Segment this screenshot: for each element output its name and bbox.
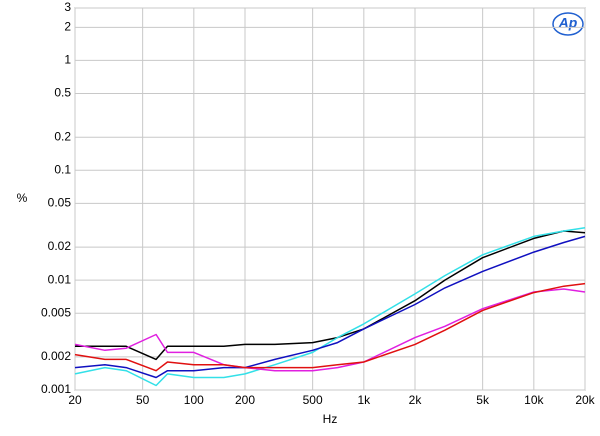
y-tick-label: 0.01 <box>48 272 72 286</box>
y-tick-label: 0.2 <box>54 129 71 143</box>
y-tick-label: 0.02 <box>48 239 72 253</box>
x-tick-label: 200 <box>235 393 255 407</box>
y-tick-label: 2 <box>64 20 71 34</box>
logo-ring <box>552 12 584 36</box>
y-tick-label: 1 <box>64 53 71 67</box>
y-tick-label: 0.001 <box>41 382 71 396</box>
y-tick-label: 0.1 <box>54 162 71 176</box>
x-tick-label: 10k <box>524 393 544 407</box>
x-tick-label: 100 <box>184 393 204 407</box>
x-tick-label: 500 <box>303 393 323 407</box>
series-line <box>74 235 586 379</box>
x-tick-label: 1k <box>357 393 371 407</box>
logo-text: Ap <box>558 15 578 31</box>
plot-frame <box>74 7 586 391</box>
x-axis-label: Hz <box>323 412 338 426</box>
y-tick-label: 3 <box>64 0 71 14</box>
logo: Ap <box>552 12 584 36</box>
series-line <box>74 226 586 387</box>
y-tick-label: 0.002 <box>41 349 71 363</box>
y-tick-label: 0.005 <box>41 305 71 319</box>
y-tick-label: 0.5 <box>54 86 71 100</box>
y-axis-label: % <box>17 191 28 205</box>
series-line <box>74 288 586 372</box>
x-tick-label: 50 <box>136 393 150 407</box>
x-tick-label: 20k <box>575 393 595 407</box>
series-line <box>74 282 586 372</box>
y-tick-label: 0.05 <box>48 196 72 210</box>
series-line <box>75 230 586 361</box>
x-tick-label: 2k <box>409 393 423 407</box>
x-tick-label: 5k <box>476 393 490 407</box>
x-tick-label: 20 <box>68 393 82 407</box>
